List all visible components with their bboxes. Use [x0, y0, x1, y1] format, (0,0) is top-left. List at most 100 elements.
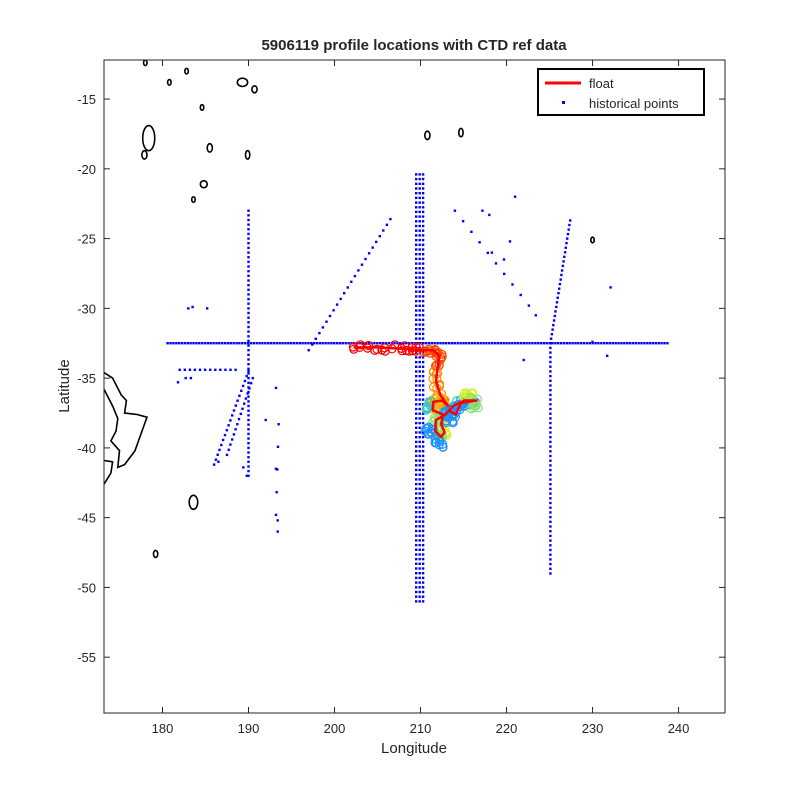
historical-point — [551, 328, 554, 331]
historical-point — [549, 553, 552, 556]
historical-point — [421, 271, 425, 275]
historical-point — [418, 276, 421, 279]
historical-point — [206, 307, 209, 310]
historical-point — [234, 428, 237, 431]
historical-point — [396, 342, 399, 345]
historical-point — [421, 210, 425, 214]
historical-point — [643, 342, 646, 345]
historical-point — [418, 304, 421, 307]
historical-point — [476, 342, 479, 345]
historical-point — [591, 340, 594, 344]
float-profile-marker — [472, 394, 482, 404]
historical-point — [418, 412, 421, 415]
historical-point — [415, 539, 418, 542]
historical-point — [421, 257, 425, 261]
historical-point — [361, 342, 365, 345]
historical-point — [418, 403, 421, 406]
historical-point — [338, 342, 342, 345]
historical-point — [219, 368, 222, 371]
historical-point — [552, 319, 556, 322]
historical-point — [421, 267, 425, 270]
historical-point — [346, 286, 349, 289]
historical-point — [418, 431, 421, 434]
historical-point — [459, 342, 462, 345]
historical-point — [418, 220, 421, 223]
historical-point — [554, 342, 557, 345]
historical-point — [195, 342, 198, 345]
historical-point — [549, 530, 552, 533]
historical-point — [415, 436, 418, 439]
historical-point — [247, 451, 250, 454]
historical-point — [468, 342, 471, 345]
historical-point — [663, 342, 666, 345]
historical-point — [178, 368, 181, 371]
historical-point — [418, 468, 421, 472]
historical-point — [418, 182, 421, 185]
historical-point — [502, 342, 505, 345]
historical-point — [415, 365, 418, 368]
historical-point — [247, 381, 250, 384]
historical-point — [421, 290, 425, 293]
historical-point — [215, 342, 218, 345]
historical-point — [549, 501, 552, 505]
historical-point — [421, 285, 425, 289]
historical-point — [415, 567, 418, 570]
float-profile-marker — [364, 340, 374, 351]
historical-point — [421, 342, 425, 345]
historical-point — [312, 342, 316, 345]
historical-point — [415, 398, 418, 401]
historical-point — [528, 342, 531, 345]
float-profile-marker — [421, 424, 431, 434]
historical-point — [549, 548, 552, 552]
historical-point — [321, 326, 325, 329]
historical-point — [499, 342, 502, 345]
historical-point — [421, 497, 425, 500]
historical-point — [267, 342, 270, 345]
historical-point — [404, 342, 408, 345]
historical-point — [418, 393, 421, 397]
historical-point — [562, 260, 565, 263]
historical-point — [247, 209, 250, 212]
historical-point — [421, 539, 425, 542]
historical-point — [479, 342, 482, 345]
historical-point — [566, 237, 569, 240]
historical-point — [513, 195, 517, 198]
historical-point — [247, 395, 250, 398]
historical-point — [558, 287, 561, 290]
historical-point — [549, 525, 552, 528]
historical-point — [666, 342, 669, 345]
historical-point — [321, 342, 324, 345]
historical-point — [339, 297, 342, 301]
historical-point — [648, 342, 652, 345]
historical-point — [415, 173, 418, 176]
float-profile-marker — [430, 434, 440, 444]
historical-point — [217, 460, 220, 463]
historical-point — [418, 177, 421, 181]
historical-point — [421, 511, 425, 514]
historical-point — [415, 440, 418, 444]
island — [424, 130, 431, 141]
historical-point — [574, 342, 577, 345]
historical-point — [418, 520, 421, 523]
historical-point — [203, 342, 207, 345]
historical-point — [356, 342, 359, 345]
island — [457, 127, 464, 138]
historical-point — [560, 269, 564, 272]
historical-point — [387, 342, 390, 345]
historical-point — [360, 263, 364, 266]
historical-point — [373, 342, 376, 345]
historical-point — [247, 418, 250, 422]
historical-point — [415, 450, 418, 453]
float-track-layer — [353, 346, 478, 438]
float-profile-marker — [438, 442, 448, 452]
historical-point — [418, 356, 421, 359]
historical-point — [343, 292, 346, 295]
historical-point — [246, 342, 250, 345]
historical-point — [418, 253, 421, 256]
historical-point — [605, 342, 609, 345]
island — [199, 103, 205, 112]
historical-point — [247, 372, 250, 375]
historical-point — [415, 478, 418, 481]
historical-point — [415, 384, 418, 387]
historical-point — [421, 299, 425, 303]
